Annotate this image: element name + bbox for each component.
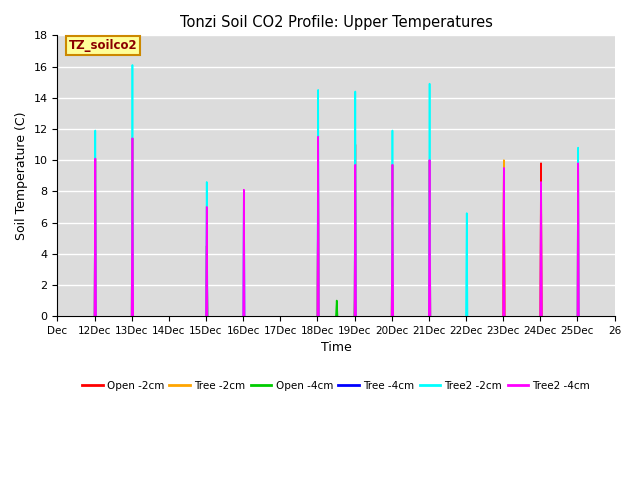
Y-axis label: Soil Temperature (C): Soil Temperature (C) [15, 111, 28, 240]
X-axis label: Time: Time [321, 341, 351, 354]
Title: Tonzi Soil CO2 Profile: Upper Temperatures: Tonzi Soil CO2 Profile: Upper Temperatur… [180, 15, 492, 30]
Text: TZ_soilco2: TZ_soilco2 [68, 39, 137, 52]
Legend: Open -2cm, Tree -2cm, Open -4cm, Tree -4cm, Tree2 -2cm, Tree2 -4cm: Open -2cm, Tree -2cm, Open -4cm, Tree -4… [77, 377, 595, 395]
